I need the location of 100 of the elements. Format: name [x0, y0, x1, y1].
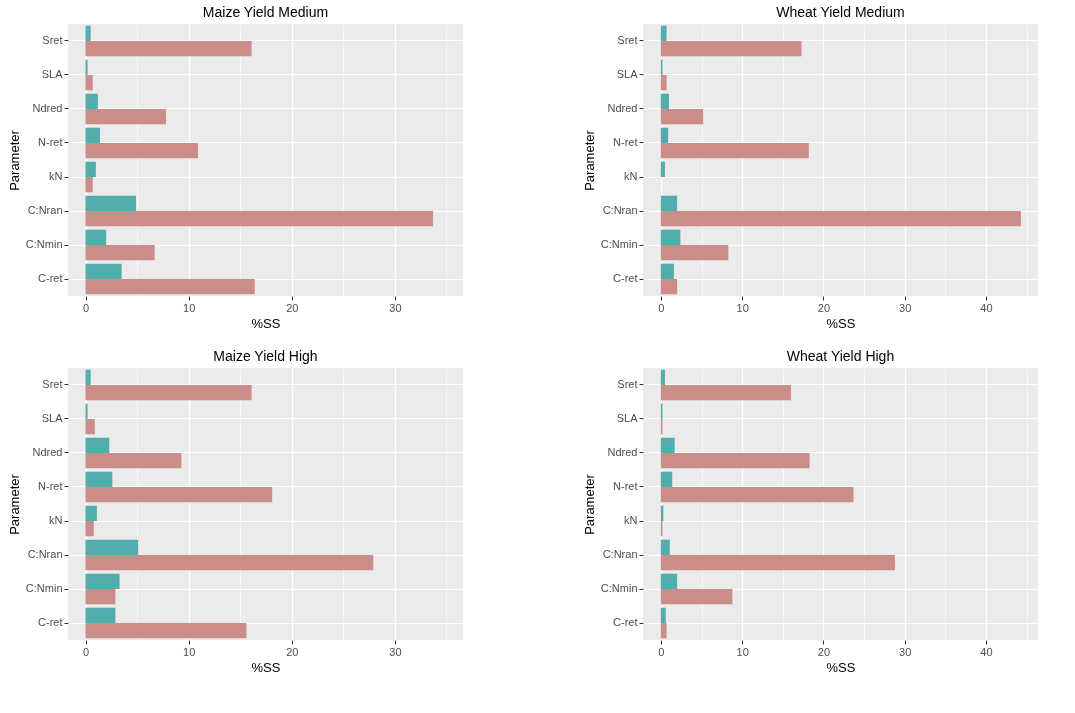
y-axis-title: Parameter	[6, 473, 22, 535]
bar	[660, 143, 809, 159]
bar	[660, 229, 681, 245]
y-tick-label: Sret	[617, 378, 638, 390]
x-tick-label: 10	[736, 301, 749, 314]
bar	[660, 41, 802, 57]
bar	[85, 573, 120, 589]
x-tick-label: 40	[980, 645, 993, 658]
x-axis-title: %SS	[826, 315, 856, 331]
bar	[85, 93, 98, 109]
y-tick-label: kN	[624, 170, 638, 182]
bar	[660, 589, 733, 605]
y-tick-label: C:Nran	[602, 548, 638, 560]
bar	[85, 419, 95, 435]
x-tick-label: 20	[286, 645, 299, 658]
bar	[85, 177, 93, 193]
bar	[85, 369, 91, 385]
x-tick-label: 30	[389, 645, 402, 658]
y-tick-label: N-ret	[613, 480, 638, 492]
x-tick-label: 10	[183, 301, 196, 314]
bar	[85, 279, 255, 295]
bar	[660, 75, 667, 91]
bar	[660, 25, 667, 41]
y-tick-label: SLA	[616, 412, 639, 424]
y-tick-label: N-ret	[38, 136, 63, 148]
y-tick-label: Ndred	[32, 446, 63, 458]
bar	[660, 623, 667, 639]
y-tick-label: C:Nmin	[600, 238, 638, 250]
bar	[660, 93, 670, 109]
bar	[85, 555, 374, 571]
bar	[85, 143, 198, 159]
bar	[85, 471, 113, 487]
chart-title: Maize Yield High	[213, 348, 318, 364]
x-axis-title: %SS	[251, 315, 281, 331]
y-tick-label: N-ret	[613, 136, 638, 148]
y-tick-label: SLA	[41, 68, 64, 80]
chart-title: Maize Yield Medium	[202, 4, 329, 20]
y-tick-label: C-ret	[38, 616, 63, 628]
y-tick-label: SLA	[616, 68, 639, 80]
y-tick-label: kN	[624, 514, 638, 526]
bar	[85, 127, 100, 143]
bar	[660, 195, 678, 211]
bar	[85, 75, 93, 91]
y-tick-label: C-ret	[613, 272, 638, 284]
y-tick-label: kN	[49, 170, 63, 182]
x-axis-title: %SS	[251, 659, 281, 675]
y-tick-label: C:Nmin	[25, 582, 63, 594]
x-tick-label: 20	[817, 301, 831, 314]
bar	[660, 453, 810, 469]
bar	[660, 211, 1021, 227]
bar	[660, 539, 670, 555]
y-tick-label: Ndred	[607, 446, 638, 458]
x-tick-label: 10	[183, 645, 196, 658]
bar	[85, 453, 182, 469]
bar	[660, 607, 666, 623]
bar	[85, 589, 116, 605]
x-tick-label: 20	[817, 645, 831, 658]
y-tick-label: kN	[49, 514, 63, 526]
bar	[660, 437, 675, 453]
x-tick-label: 10	[736, 645, 749, 658]
bar	[660, 487, 854, 503]
chart-title: Wheat Yield Medium	[776, 4, 905, 20]
bar	[85, 245, 155, 261]
y-tick-label: Sret	[617, 34, 638, 46]
bar	[85, 161, 96, 177]
x-tick-label: 30	[389, 301, 402, 314]
bar	[85, 505, 97, 521]
x-tick-label: 0	[82, 301, 90, 314]
bar	[660, 127, 669, 143]
y-tick-label: C:Nran	[27, 204, 63, 216]
bar	[85, 41, 252, 57]
y-axis-title: Parameter	[6, 129, 22, 191]
x-tick-label: 20	[286, 301, 299, 314]
bar	[85, 229, 107, 245]
bar	[85, 59, 88, 75]
bar	[660, 369, 665, 385]
bar	[660, 279, 678, 295]
bar	[85, 263, 122, 279]
bar	[660, 161, 665, 177]
y-tick-label: SLA	[41, 412, 64, 424]
y-axis-title: Parameter	[581, 129, 597, 191]
y-tick-label: Sret	[42, 34, 63, 46]
y-tick-label: Ndred	[32, 102, 63, 114]
bar	[660, 471, 673, 487]
x-tick-label: 0	[82, 645, 90, 658]
x-tick-label: 40	[980, 301, 993, 314]
y-tick-label: C:Nran	[27, 548, 63, 560]
y-tick-label: C:Nmin	[25, 238, 63, 250]
y-tick-label: C:Nmin	[600, 582, 638, 594]
bar	[85, 437, 110, 453]
bar	[85, 385, 252, 401]
bar	[85, 195, 137, 211]
bar	[85, 25, 91, 41]
y-tick-label: C:Nran	[602, 204, 638, 216]
bar	[85, 607, 116, 623]
y-tick-label: C-ret	[613, 616, 638, 628]
y-tick-label: N-ret	[38, 480, 63, 492]
bar	[660, 245, 729, 261]
x-tick-label: 30	[899, 645, 912, 658]
bar	[660, 109, 704, 125]
